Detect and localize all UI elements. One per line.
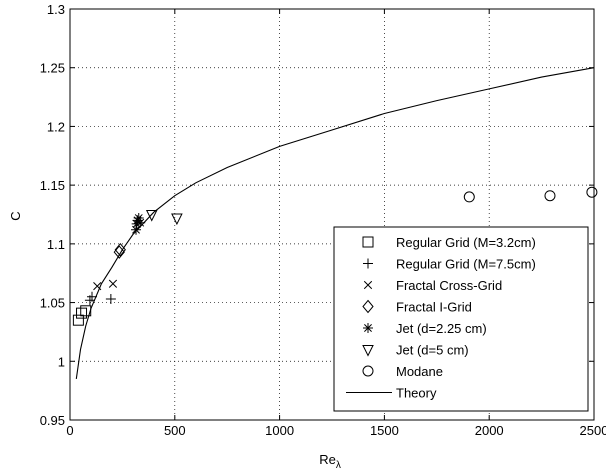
legend-label-regular-grid-m-7-5cm: Regular Grid (M=7.5cm) (396, 257, 536, 272)
legend-marker-fractal-cross-grid (363, 280, 373, 290)
legend-label-regular-grid-m-3-2cm: Regular Grid (M=3.2cm) (396, 235, 536, 250)
y-tick-label: 0.95 (40, 413, 65, 428)
legend-marker-modane (362, 365, 374, 377)
y-tick-label: 1.2 (47, 119, 65, 134)
x-tick-label: 1000 (265, 423, 294, 438)
legend-marker-fractal-i-grid (362, 299, 374, 314)
markers (72, 186, 598, 326)
y-tick-label: 1.3 (47, 2, 65, 17)
legend-box (333, 226, 589, 412)
y-tick-label: 1.15 (40, 178, 65, 193)
data-point-regular-grid-m-3-2cm (76, 307, 88, 319)
data-point-jet-d-5-cm (171, 213, 183, 226)
legend-label-jet-d-2-25-cm: Jet (d=2.25 cm) (396, 321, 487, 336)
x-tick-label: 0 (66, 423, 73, 438)
x-tick-label: 2500 (580, 423, 606, 438)
legend-label-modane: Modane (396, 364, 443, 379)
x-axis-label: Reλ (319, 452, 341, 470)
data-point-jet-d-2-25-cm (131, 218, 142, 229)
data-point-jet-d-2-25-cm (133, 213, 144, 224)
data-point-regular-grid-m-3-2cm (80, 305, 92, 317)
legend-label-fractal-i-grid: Fractal I-Grid (396, 300, 472, 315)
legend-marker-regular-grid-m-3-2cm (362, 236, 374, 248)
tick-labels: 0 500 1000 1500 2000 2500 0.95 1 1.05 1.1 1.15 1.2 1… (40, 2, 606, 438)
legend-marker-regular-grid-m-7-5cm (363, 258, 373, 269)
y-tick-label: 1 (58, 354, 65, 369)
x-axis-label-subscript: λ (336, 460, 341, 470)
plot-frame (69, 8, 595, 421)
data-point-modane (544, 190, 556, 202)
legend-label-jet-d-5-cm: Jet (d=5 cm) (396, 343, 469, 358)
data-point-jet-d-2-25-cm (131, 224, 142, 235)
data-point-regular-grid-m-7-5cm (105, 294, 116, 305)
data-point-jet-d-2-25-cm (135, 217, 146, 228)
data-point-regular-grid-m-7-5cm (87, 291, 98, 302)
data-point-modane (586, 186, 598, 198)
data-point-fractal-cross-grid (108, 279, 118, 288)
x-tick-label: 2000 (475, 423, 504, 438)
y-tick-label: 1.1 (47, 237, 65, 252)
data-point-fractal-i-grid (114, 242, 126, 257)
data-point-fractal-cross-grid (93, 282, 102, 291)
x-axis-label-main: Re (319, 452, 336, 467)
legend-marker-jet-d-2-25-cm (363, 323, 373, 333)
data-point-regular-grid-m-3-2cm (72, 314, 84, 326)
y-tick-label: 1.25 (40, 61, 65, 76)
axes (69, 8, 595, 421)
legend-label-fractal-cross-grid: Fractal Cross-Grid (396, 278, 502, 293)
data-point-modane (463, 191, 475, 203)
legend-marker-jet-d-5-cm (362, 345, 374, 357)
x-tick-label: 1500 (370, 423, 399, 438)
y-tick-label: 1.05 (40, 296, 65, 311)
x-tick-label: 500 (164, 423, 186, 438)
legend-label-theory: Theory (396, 386, 437, 401)
data-point-jet-d-5-cm (145, 210, 158, 222)
y-axis-label: C (8, 211, 23, 220)
legend: Regular Grid (M=3.2cm) Regular Grid (M=7.… (333, 226, 589, 412)
